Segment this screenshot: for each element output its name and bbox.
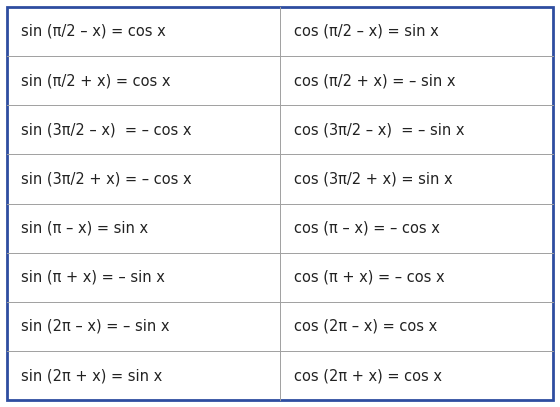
Text: cos (3π/2 – x)  = – sin x: cos (3π/2 – x) = – sin x [294,122,464,137]
Text: cos (π + x) = – cos x: cos (π + x) = – cos x [294,270,445,285]
Text: sin (3π/2 + x) = – cos x: sin (3π/2 + x) = – cos x [21,171,192,186]
Text: cos (π/2 + x) = – sin x: cos (π/2 + x) = – sin x [294,73,455,88]
Text: sin (π – x) = sin x: sin (π – x) = sin x [21,221,148,236]
Text: sin (π + x) = – sin x: sin (π + x) = – sin x [21,270,165,285]
Text: sin (π/2 – x) = cos x: sin (π/2 – x) = cos x [21,24,165,39]
Text: cos (π/2 – x) = sin x: cos (π/2 – x) = sin x [294,24,438,39]
Text: sin (3π/2 – x)  = – cos x: sin (3π/2 – x) = – cos x [21,122,191,137]
Text: sin (2π – x) = – sin x: sin (2π – x) = – sin x [21,319,169,334]
Text: cos (2π + x) = cos x: cos (2π + x) = cos x [294,368,442,383]
Text: cos (2π – x) = cos x: cos (2π – x) = cos x [294,319,437,334]
Text: sin (π/2 + x) = cos x: sin (π/2 + x) = cos x [21,73,170,88]
Text: cos (π – x) = – cos x: cos (π – x) = – cos x [294,221,440,236]
Text: sin (2π + x) = sin x: sin (2π + x) = sin x [21,368,162,383]
Text: cos (3π/2 + x) = sin x: cos (3π/2 + x) = sin x [294,171,452,186]
